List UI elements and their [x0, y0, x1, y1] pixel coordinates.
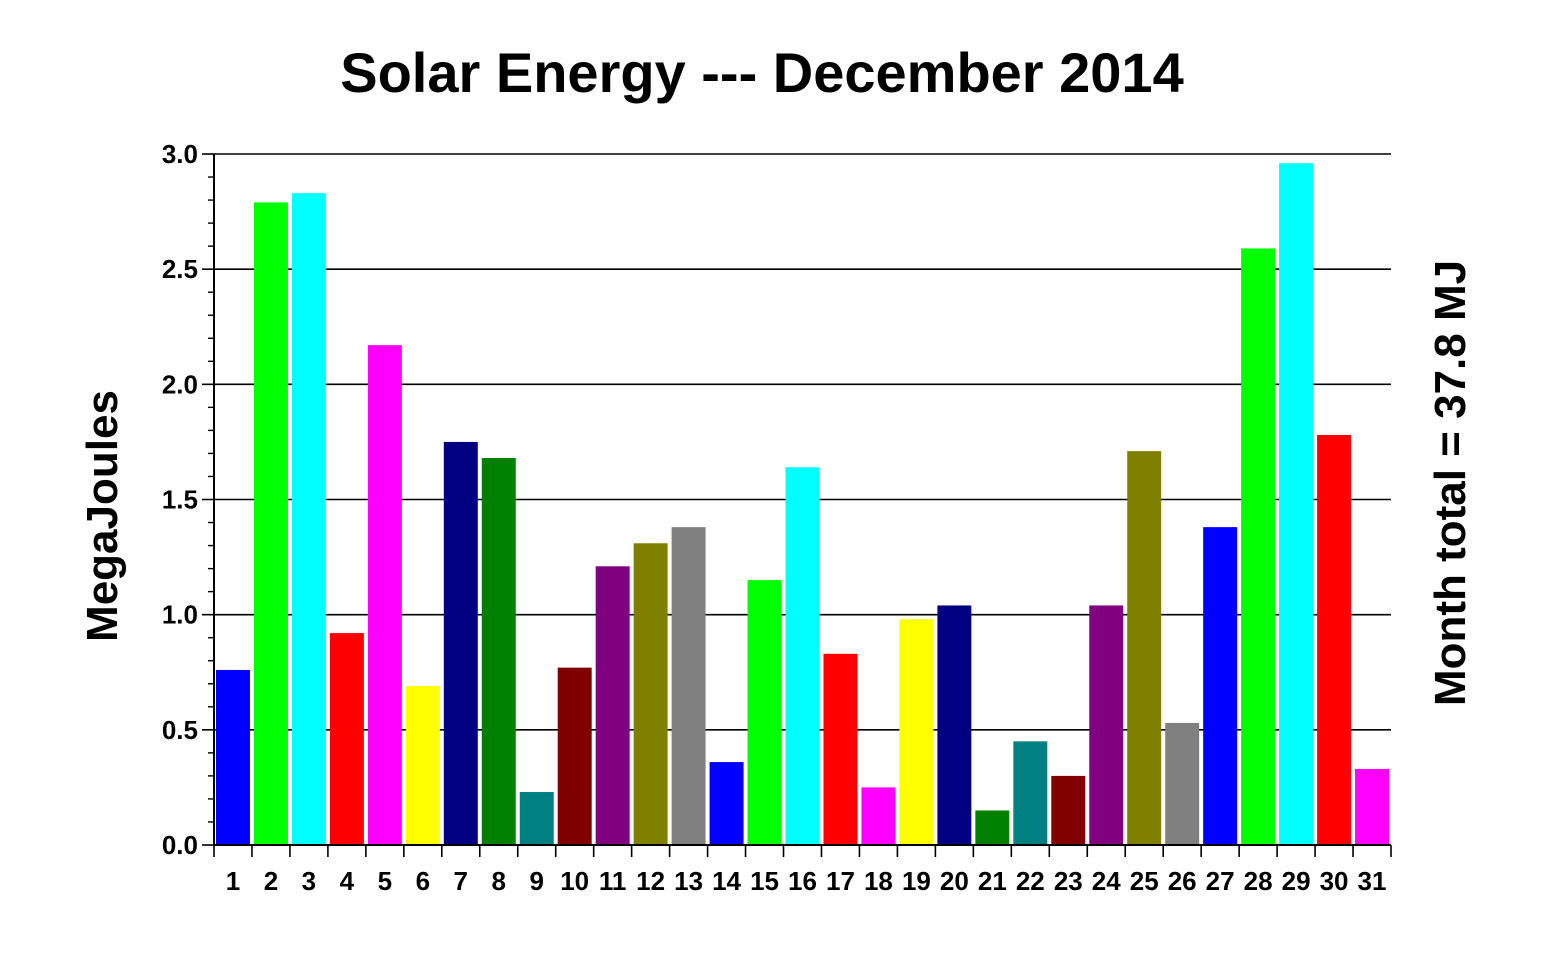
x-tick-label: 14 — [712, 866, 741, 896]
bar-day-31 — [1355, 768, 1389, 845]
bar-day-16 — [785, 467, 820, 845]
x-tick-label: 17 — [826, 866, 855, 896]
bar-day-19 — [899, 619, 934, 845]
y-tick-label: 3.0 — [162, 139, 198, 169]
bar-day-2 — [253, 202, 288, 845]
axes — [202, 153, 1392, 857]
bar-day-1 — [216, 669, 250, 845]
x-tick-label: 28 — [1244, 866, 1273, 896]
bar-day-27 — [1203, 527, 1238, 845]
x-tick-label: 24 — [1092, 866, 1121, 896]
bar-day-4 — [329, 633, 364, 845]
x-tick-label: 20 — [940, 866, 969, 896]
x-tick-label: 13 — [674, 866, 703, 896]
bar-day-11 — [595, 566, 630, 845]
bar-day-12 — [633, 543, 668, 845]
y-tick-label: 1.5 — [162, 485, 198, 515]
x-tick-labels: 1 2 3 4 5 6 7 8 9 10 11 12 13 14 15 16 17 18 19 20 21 22 23 24 2… — [226, 866, 1387, 896]
bar-day-22 — [1013, 741, 1048, 845]
bar-day-17 — [823, 653, 858, 845]
bar-day-18 — [861, 787, 896, 845]
x-tick-label: 3 — [302, 866, 316, 896]
bar-day-26 — [1165, 722, 1200, 845]
month-total-label: Month total = 37.8 MJ — [1426, 260, 1475, 706]
x-tick-label: 30 — [1320, 866, 1349, 896]
bar-day-5 — [367, 345, 402, 845]
bar-day-20 — [937, 605, 972, 845]
bar-day-10 — [557, 667, 592, 845]
x-tick-label: 19 — [902, 866, 931, 896]
x-tick-label: 21 — [978, 866, 1007, 896]
x-tick-label: 26 — [1168, 866, 1197, 896]
bar-day-29 — [1279, 163, 1314, 846]
x-tick-label: 6 — [416, 866, 430, 896]
x-tick-label: 10 — [560, 866, 589, 896]
chart-title: Solar Energy --- December 2014 — [340, 41, 1183, 104]
x-tick-label: 5 — [378, 866, 392, 896]
bar-day-6 — [405, 686, 440, 845]
bar-day-25 — [1127, 451, 1162, 845]
y-axis-label: MegaJoules — [78, 390, 127, 642]
x-tick-label: 16 — [788, 866, 817, 896]
bar-day-23 — [1051, 775, 1086, 845]
y-tick-label: 2.5 — [162, 254, 198, 284]
bar-day-13 — [671, 527, 706, 845]
x-tick-label: 23 — [1054, 866, 1083, 896]
x-tick-label: 9 — [529, 866, 543, 896]
x-tick-label: 7 — [454, 866, 468, 896]
bar-day-7 — [443, 441, 478, 845]
x-tick-label: 25 — [1130, 866, 1159, 896]
x-tick-label: 11 — [599, 866, 627, 896]
x-tick-label: 22 — [1016, 866, 1045, 896]
y-tick-label: 1.0 — [162, 600, 198, 630]
y-tick-label: 0.0 — [162, 830, 198, 860]
x-tick-label: 2 — [264, 866, 278, 896]
bar-day-3 — [291, 193, 326, 845]
bar-day-21 — [975, 810, 1010, 845]
bar-day-28 — [1241, 248, 1276, 846]
bar-day-24 — [1089, 605, 1124, 845]
y-tick-label: 0.5 — [162, 715, 198, 745]
bars — [216, 163, 1389, 846]
bar-day-8 — [481, 458, 516, 845]
x-tick-label: 31 — [1358, 866, 1387, 896]
x-tick-label: 1 — [226, 866, 240, 896]
bar-day-15 — [747, 580, 782, 845]
y-tick-labels: 0.0 0.5 1.0 1.5 2.0 2.5 3.0 — [162, 139, 198, 860]
x-tick-label: 4 — [340, 866, 355, 896]
x-tick-label: 27 — [1206, 866, 1235, 896]
x-tick-label: 29 — [1282, 866, 1311, 896]
x-tick-label: 12 — [636, 866, 665, 896]
x-tick-label: 18 — [864, 866, 893, 896]
x-tick-label: 8 — [492, 866, 506, 896]
bar-day-14 — [709, 762, 744, 845]
bar-day-9 — [519, 792, 554, 845]
bar-day-30 — [1317, 435, 1352, 845]
x-tick-label: 15 — [750, 866, 779, 896]
y-tick-label: 2.0 — [162, 369, 198, 399]
